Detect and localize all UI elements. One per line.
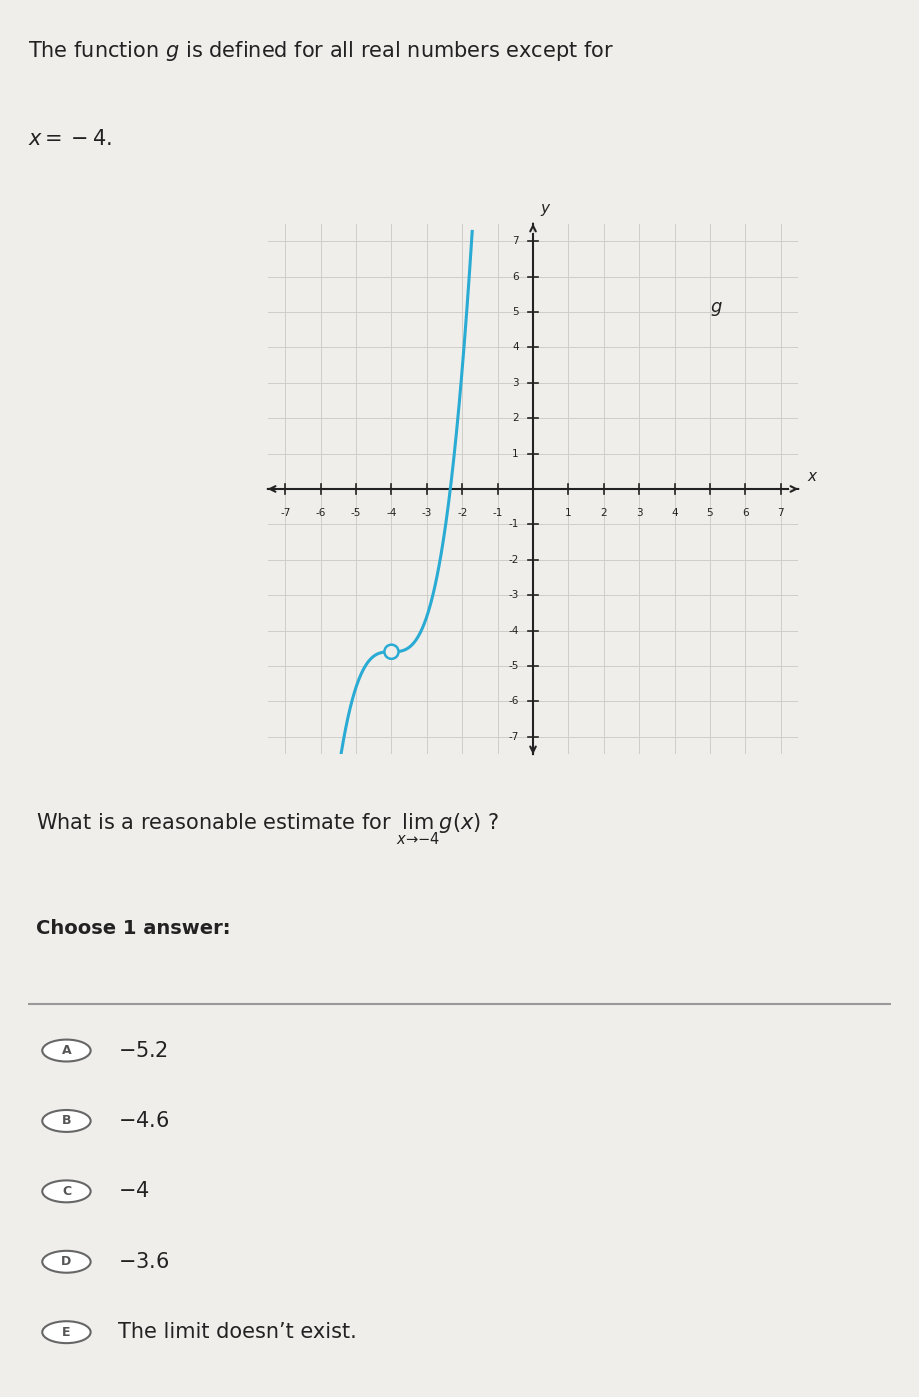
Text: E: E xyxy=(62,1326,71,1338)
Text: Choose 1 answer:: Choose 1 answer: xyxy=(36,919,231,939)
Text: B: B xyxy=(62,1115,71,1127)
Text: $x = -4$.: $x = -4$. xyxy=(28,129,111,148)
Circle shape xyxy=(42,1322,91,1343)
Text: What is a reasonable estimate for $\lim_{x \to -4} g(x)$ ?: What is a reasonable estimate for $\lim_… xyxy=(36,812,499,847)
Text: -5: -5 xyxy=(508,661,519,671)
Text: 3: 3 xyxy=(636,509,642,518)
Text: 6: 6 xyxy=(742,509,749,518)
Text: 1: 1 xyxy=(565,509,572,518)
Text: 2: 2 xyxy=(512,414,519,423)
Circle shape xyxy=(42,1180,91,1203)
Text: D: D xyxy=(62,1256,72,1268)
Text: $-4.6$: $-4.6$ xyxy=(119,1111,170,1132)
Text: -4: -4 xyxy=(386,509,397,518)
Text: -1: -1 xyxy=(508,520,519,529)
Text: 2: 2 xyxy=(600,509,607,518)
Text: $-5.2$: $-5.2$ xyxy=(119,1041,167,1060)
Text: 4: 4 xyxy=(671,509,678,518)
Text: -6: -6 xyxy=(315,509,326,518)
Text: 5: 5 xyxy=(707,509,713,518)
Text: -6: -6 xyxy=(508,696,519,707)
Text: 1: 1 xyxy=(512,448,519,458)
Text: A: A xyxy=(62,1044,72,1058)
Text: 6: 6 xyxy=(512,271,519,282)
Text: $-4$: $-4$ xyxy=(119,1182,150,1201)
Text: -3: -3 xyxy=(422,509,432,518)
Text: -2: -2 xyxy=(457,509,468,518)
Text: 4: 4 xyxy=(512,342,519,352)
Circle shape xyxy=(42,1250,91,1273)
Text: -2: -2 xyxy=(508,555,519,564)
Text: $x$: $x$ xyxy=(807,469,819,485)
Text: -5: -5 xyxy=(351,509,361,518)
Text: $g$: $g$ xyxy=(710,300,722,319)
Text: 5: 5 xyxy=(512,307,519,317)
Circle shape xyxy=(384,644,399,659)
Text: 3: 3 xyxy=(512,377,519,388)
Text: -3: -3 xyxy=(508,590,519,601)
Text: $-3.6$: $-3.6$ xyxy=(119,1252,170,1271)
Text: C: C xyxy=(62,1185,71,1197)
Text: 7: 7 xyxy=(512,236,519,246)
Circle shape xyxy=(42,1111,91,1132)
Text: The limit doesn’t exist.: The limit doesn’t exist. xyxy=(119,1322,357,1343)
Text: $y$: $y$ xyxy=(539,203,551,218)
Circle shape xyxy=(42,1039,91,1062)
Text: The function $g$ is defined for all real numbers except for: The function $g$ is defined for all real… xyxy=(28,39,614,63)
Text: -7: -7 xyxy=(508,732,519,742)
Text: -4: -4 xyxy=(508,626,519,636)
Text: 7: 7 xyxy=(777,509,784,518)
Text: -1: -1 xyxy=(493,509,503,518)
Text: -7: -7 xyxy=(280,509,290,518)
